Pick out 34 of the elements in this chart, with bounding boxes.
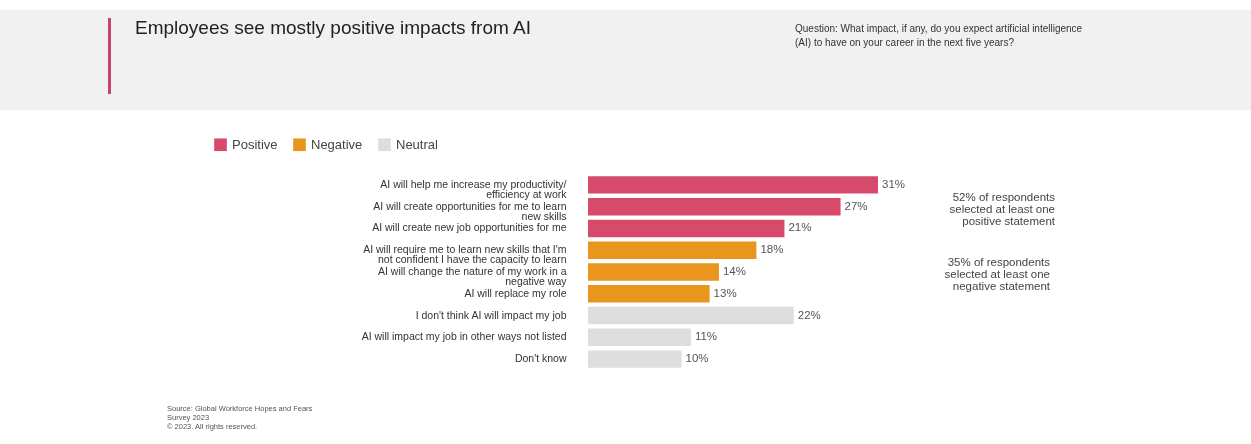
data-label: 31%	[882, 177, 906, 190]
y-tick-label: AI will create new job opportunities for me	[372, 221, 567, 234]
legend-label: Neutral	[396, 136, 439, 152]
bar	[588, 328, 691, 347]
y-tick-label: AI will impact my job in other ways not listed	[361, 330, 567, 343]
data-label: 21%	[788, 221, 812, 234]
legend-label: Positive	[232, 136, 278, 152]
bar	[588, 306, 794, 325]
y-tick-label: I don't think AI will impact my job	[415, 308, 567, 321]
data-label: 10%	[685, 352, 709, 365]
text: 52% of respondents selected at least one positive statement	[948, 191, 1055, 227]
bar	[588, 285, 710, 303]
data-label: 22%	[797, 308, 821, 321]
y-tick-label: AI will help me increase my productivity/ efficiency at work	[380, 177, 568, 200]
y-tick-label: AI will create opportunities for me to learn new skills	[373, 199, 567, 222]
bar	[588, 350, 682, 368]
bar	[588, 197, 841, 216]
y-tick-label: AI will change the nature of my work in a negative way	[377, 265, 568, 287]
data-label: 27%	[844, 199, 868, 212]
data-label: 11%	[694, 330, 718, 343]
bar	[588, 219, 785, 238]
text: Question: What impact, if any, do you expect artificial intelligence (AI) to have on your career in the next five years?	[795, 22, 1084, 50]
data-label: 14%	[722, 265, 746, 277]
bar	[588, 241, 757, 259]
y-tick-label: Don't know	[514, 352, 567, 365]
data-label: 18%	[760, 243, 784, 256]
legend-label: Negative	[311, 136, 363, 152]
y-tick-label: AI will require me to learn new skills that I'm not confident I have the capacity to learn	[363, 243, 567, 266]
bar	[588, 263, 719, 281]
text: Employees see mostly positive impacts from AI	[135, 17, 532, 38]
y-tick-label: AI will replace my role	[464, 286, 567, 299]
bar	[588, 176, 878, 194]
data-label: 13%	[713, 286, 737, 299]
text: 35% of respondents selected at least one negative statement	[943, 256, 1050, 292]
